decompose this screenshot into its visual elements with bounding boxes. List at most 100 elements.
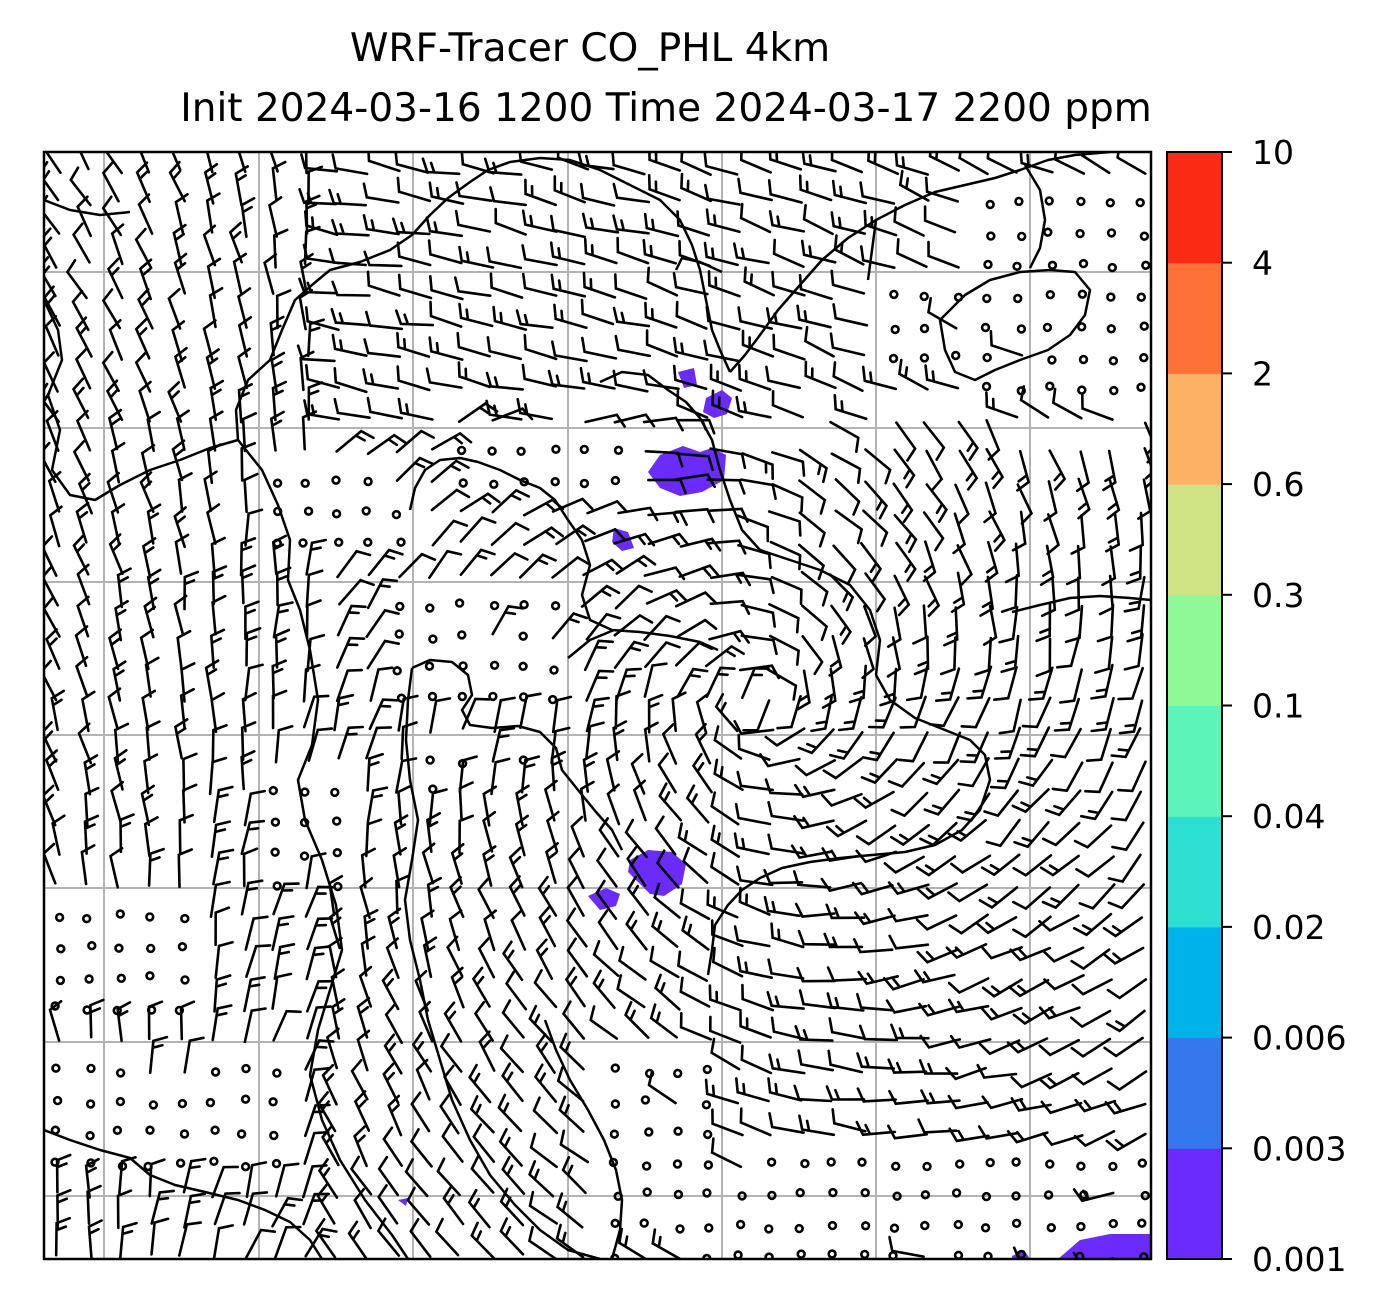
wind-barb: [776, 695, 802, 730]
wind-barb: [734, 802, 772, 826]
colorbar-segment: [1167, 816, 1222, 928]
wind-barb: [356, 996, 371, 1039]
calm-wind-marker: [985, 199, 995, 210]
wind-barb: [888, 1235, 925, 1258]
wind-barb: [743, 266, 775, 297]
wind-barb: [366, 752, 384, 792]
calm-wind-marker: [795, 1187, 805, 1198]
wind-barb: [830, 452, 862, 484]
wind-barb: [76, 195, 92, 238]
wind-barb: [947, 1094, 989, 1110]
calm-wind-marker: [919, 323, 930, 334]
wind-barb: [625, 910, 648, 951]
wind-barb: [863, 605, 878, 647]
wind-barb: [271, 380, 287, 422]
wind-barb: [1041, 1132, 1084, 1147]
wind-barb: [400, 721, 418, 761]
wind-barb: [767, 179, 803, 204]
wind-barb: [918, 1059, 959, 1075]
wind-barb: [325, 1027, 340, 1070]
wind-barb: [833, 234, 865, 266]
wind-barb: [209, 379, 225, 421]
wind-barb: [1085, 727, 1112, 762]
wind-barb: [106, 257, 124, 300]
wind-barb: [333, 693, 355, 732]
wind-barb: [825, 1085, 866, 1101]
wind-barb: [409, 1128, 433, 1168]
wind-barb: [144, 656, 160, 698]
wind-barb: [55, 1153, 72, 1194]
calm-wind-marker: [1047, 260, 1058, 270]
calm-wind-marker: [331, 509, 342, 519]
wind-barb: [681, 915, 710, 951]
wind-barb: [925, 483, 948, 523]
wind-barb: [1012, 1246, 1053, 1259]
wind-barb: [1118, 699, 1144, 735]
wind-barb: [173, 718, 189, 760]
calm-wind-marker: [236, 1129, 247, 1139]
calm-wind-marker: [1106, 324, 1117, 334]
wind-barb: [272, 228, 289, 269]
wind-barb: [426, 812, 442, 853]
wind-barb: [274, 1225, 302, 1259]
wind-barb: [555, 1223, 585, 1259]
wind-barb: [472, 1123, 496, 1163]
wind-barb: [335, 429, 375, 453]
wind-barb: [887, 907, 929, 923]
wind-barb: [829, 420, 860, 453]
wind-barb: [460, 152, 495, 175]
calm-wind-marker: [174, 1005, 185, 1016]
wind-barb: [44, 565, 59, 607]
wind-barb: [499, 1217, 525, 1256]
wind-barb: [771, 483, 804, 513]
wind-barb: [583, 639, 614, 672]
wind-barb: [862, 509, 889, 547]
calm-wind-marker: [145, 912, 155, 922]
wind-barb: [359, 877, 374, 919]
calm-wind-marker: [889, 1223, 900, 1233]
wind-barb: [302, 663, 321, 703]
wind-barb: [449, 876, 465, 918]
wind-barb: [645, 329, 679, 358]
wind-barb: [331, 280, 371, 297]
colorbar-tick-label: 0.003: [1252, 1129, 1346, 1168]
wind-barb: [832, 303, 869, 327]
wind-barb: [980, 853, 1021, 877]
calm-wind-marker: [1076, 1221, 1086, 1232]
wind-barb: [860, 245, 896, 269]
wind-barb: [771, 270, 806, 297]
wind-barb: [240, 197, 256, 239]
wind-barb: [612, 720, 628, 762]
wind-barb: [446, 935, 464, 978]
wind-barb: [470, 1221, 496, 1259]
wind-barb: [528, 1160, 555, 1198]
wind-barb: [708, 984, 742, 1012]
wind-barb: [363, 250, 403, 268]
wind-barb: [516, 397, 553, 421]
wind-barb: [1010, 1072, 1053, 1089]
wind-barb: [208, 286, 224, 329]
wind-barb: [928, 152, 960, 172]
wind-barb: [274, 1162, 300, 1198]
wind-barb: [853, 790, 895, 810]
wind-barb: [430, 459, 470, 483]
calm-wind-marker: [394, 629, 404, 639]
wind-barb: [365, 310, 404, 331]
wind-barb: [887, 761, 926, 789]
calm-wind-marker: [148, 1100, 159, 1110]
wind-barb: [478, 1030, 496, 1072]
calm-wind-marker: [363, 476, 373, 487]
wind-barb: [947, 883, 989, 903]
wind-barb: [243, 976, 266, 1013]
calm-wind-marker: [980, 1223, 991, 1233]
wind-barb: [494, 207, 527, 236]
wind-barb: [515, 309, 554, 329]
wind-barb: [984, 540, 999, 583]
wind-barb: [947, 977, 990, 995]
wind-barb: [1080, 152, 1111, 175]
wind-barb: [396, 365, 431, 392]
calm-wind-marker: [425, 603, 435, 613]
wind-barb: [138, 380, 152, 423]
wind-barb: [244, 663, 264, 702]
wind-barb: [245, 1161, 268, 1199]
